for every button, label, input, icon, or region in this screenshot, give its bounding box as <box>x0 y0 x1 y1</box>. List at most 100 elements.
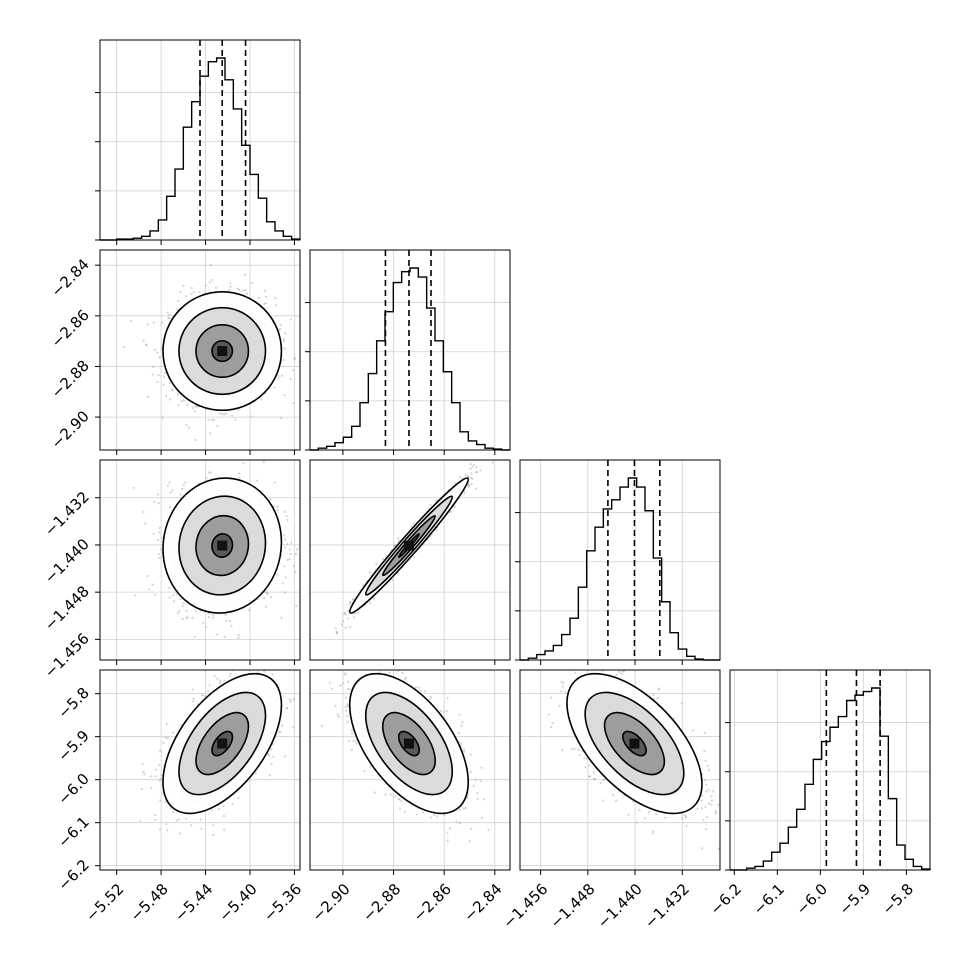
sample-point <box>154 775 157 778</box>
sample-point <box>283 591 286 594</box>
sample-point <box>158 356 161 359</box>
sample-point <box>151 373 154 376</box>
sample-point <box>288 558 291 561</box>
sample-point <box>350 601 353 604</box>
sample-point <box>166 311 169 314</box>
sample-point <box>352 598 355 601</box>
sample-point <box>272 755 275 758</box>
sample-point <box>381 557 385 561</box>
sample-point <box>160 536 163 539</box>
sample-point <box>152 532 155 535</box>
sample-point <box>256 667 258 669</box>
sample-point <box>132 486 135 489</box>
panel-frame <box>99 39 301 241</box>
sample-point <box>181 617 184 621</box>
panel-frame <box>99 459 301 661</box>
sample-point <box>244 288 247 292</box>
sample-point <box>467 485 471 489</box>
sample-point <box>352 616 356 619</box>
sample-point <box>281 724 284 727</box>
sample-point <box>168 313 171 316</box>
sample-point <box>282 338 285 341</box>
sample-point <box>184 295 188 298</box>
sample-point <box>468 484 471 487</box>
sample-point <box>335 630 338 633</box>
sample-point <box>164 800 167 803</box>
sample-point <box>171 389 174 392</box>
sample-point <box>243 273 246 276</box>
sample-point <box>292 564 295 568</box>
sample-point <box>283 565 286 568</box>
sample-point <box>284 546 287 549</box>
sample-point <box>194 438 197 441</box>
sample-point <box>180 399 183 403</box>
sample-point <box>151 583 154 586</box>
sample-point <box>295 604 298 607</box>
sample-point <box>230 624 233 628</box>
sample-point <box>459 475 462 479</box>
sample-point <box>470 472 473 475</box>
sample-point <box>229 285 232 288</box>
sample-point <box>181 487 184 490</box>
sample-point <box>152 365 155 368</box>
sample-point <box>194 405 197 408</box>
sample-point <box>185 616 188 620</box>
sample-point <box>229 282 232 285</box>
sample-point <box>186 403 189 406</box>
sample-point <box>276 505 279 508</box>
sample-point <box>471 477 474 480</box>
sample-point <box>223 828 226 831</box>
sample-point <box>237 288 241 291</box>
sample-point <box>158 828 162 831</box>
sample-point <box>178 832 181 835</box>
sample-point <box>277 377 280 380</box>
sample-point <box>158 556 161 560</box>
sample-point <box>230 414 234 417</box>
sample-point <box>253 637 255 639</box>
sample-point <box>264 302 267 305</box>
sample-point <box>172 600 176 603</box>
sample-point <box>176 612 179 615</box>
sample-point <box>449 510 452 514</box>
sample-point <box>148 588 151 591</box>
sample-point <box>362 584 365 587</box>
sample-point <box>267 754 271 757</box>
sample-point <box>255 479 259 482</box>
sample-point <box>295 548 299 551</box>
sample-point <box>228 288 231 291</box>
sample-point <box>187 426 191 429</box>
sample-point <box>285 514 288 518</box>
sample-point <box>334 627 337 630</box>
sample-point <box>161 321 164 325</box>
sample-point <box>273 481 276 484</box>
sample-point <box>349 625 352 629</box>
sample-point <box>204 284 207 287</box>
sample-point <box>294 552 297 556</box>
histogram-step <box>520 477 720 661</box>
sample-point <box>168 481 171 484</box>
sample-point <box>293 357 297 360</box>
sample-point <box>167 317 170 320</box>
sample-point <box>215 633 219 636</box>
sample-point <box>262 460 265 463</box>
sample-point <box>429 503 432 507</box>
sample-point <box>372 597 376 600</box>
sample-point <box>375 562 378 566</box>
sample-point <box>292 402 295 405</box>
sample-point <box>273 386 276 389</box>
sample-point <box>471 465 474 468</box>
sample-point <box>179 493 182 496</box>
sample-point <box>179 291 182 294</box>
sample-point <box>223 635 226 639</box>
sample-point <box>342 619 345 622</box>
sample-point <box>286 655 288 657</box>
sample-point <box>169 398 172 401</box>
sample-point <box>276 509 279 512</box>
sample-point <box>152 321 155 324</box>
sample-point <box>207 690 210 693</box>
sample-point <box>156 351 159 355</box>
histogram-panel-2 <box>515 459 721 665</box>
sample-point <box>157 502 160 505</box>
sample-point <box>154 768 158 771</box>
sample-point <box>289 377 292 381</box>
